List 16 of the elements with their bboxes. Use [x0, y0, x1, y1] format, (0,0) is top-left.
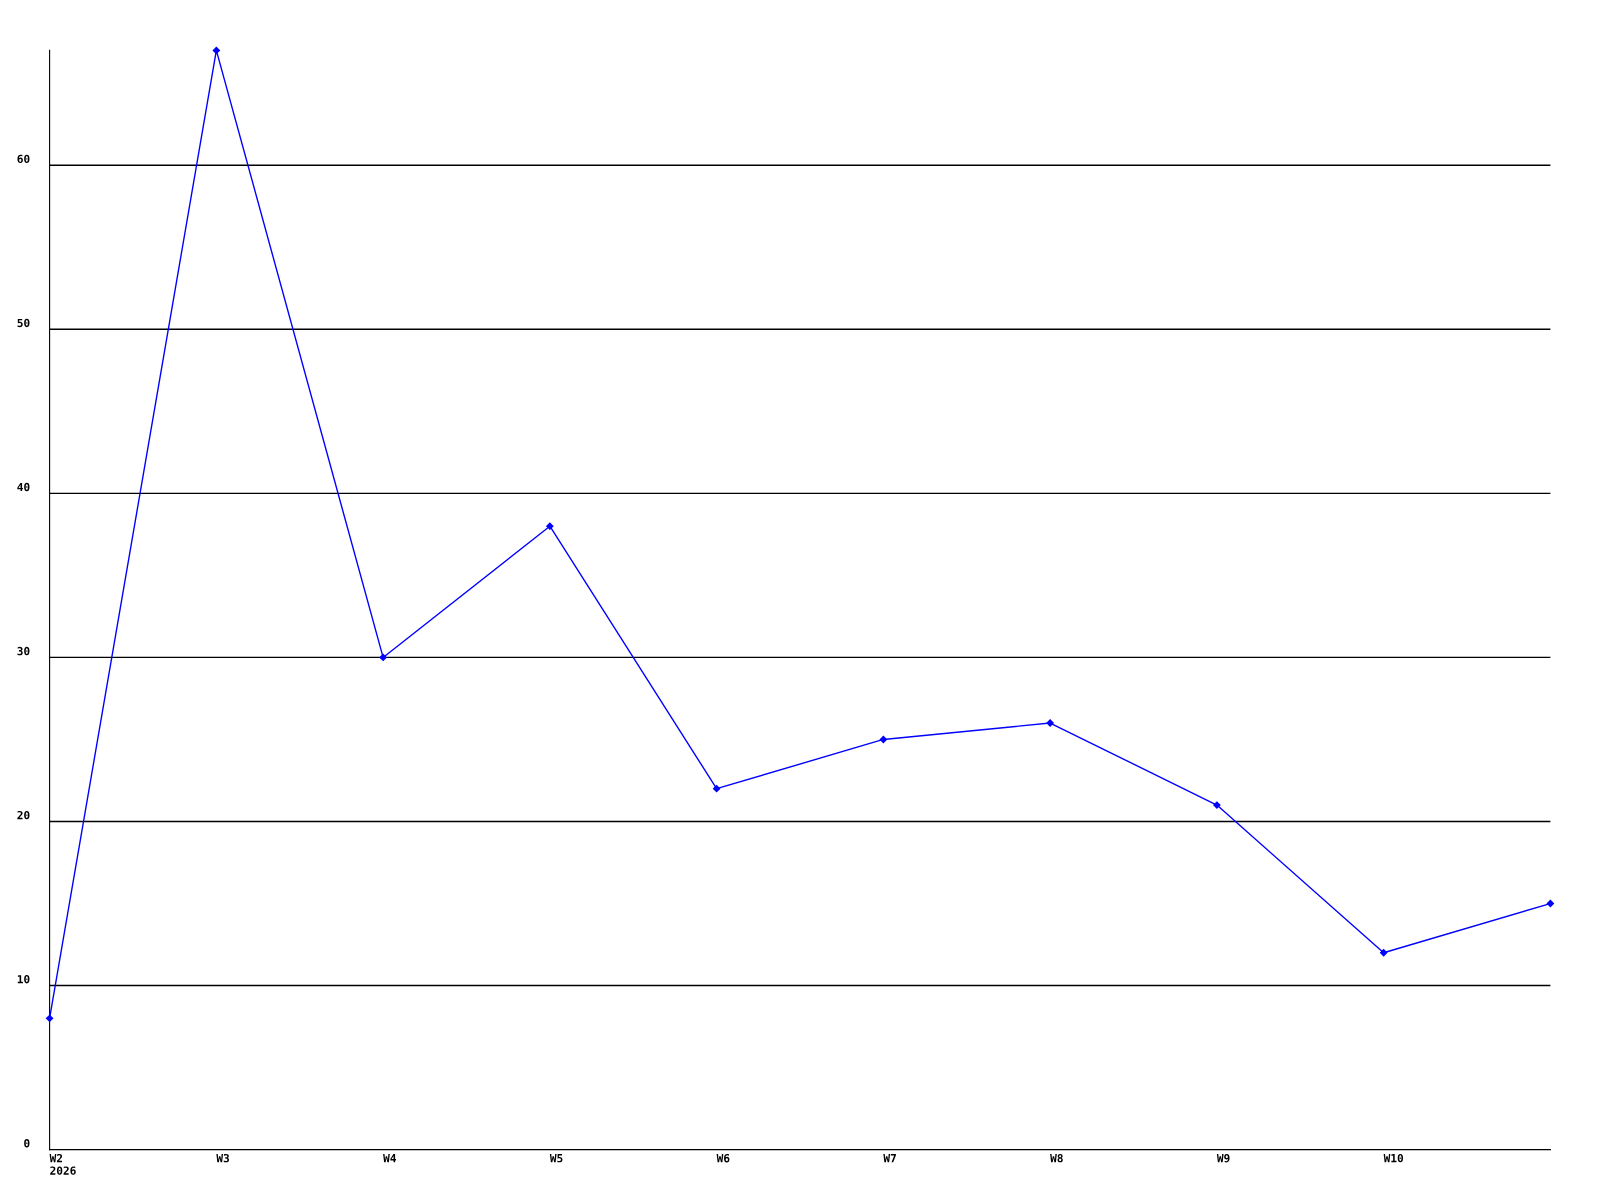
- y-tick-label: 0: [24, 1139, 30, 1148]
- x-tick-label: W3: [216, 1153, 230, 1163]
- x-tick-label: W7: [883, 1154, 896, 1163]
- y-tick-label: 20: [17, 810, 30, 820]
- y-tick-label: 60: [17, 154, 30, 164]
- x-tick-label: W2 2026: [49, 1153, 76, 1175]
- y-tick-label: 10: [17, 974, 30, 984]
- x-tick-label: W4: [383, 1154, 396, 1163]
- y-tick-label: 40: [17, 482, 30, 492]
- x-tick-label: W5: [549, 1154, 563, 1163]
- x-tick-label: W9: [1216, 1154, 1230, 1163]
- x-tick-label: W8: [1050, 1153, 1063, 1163]
- x-tick-label: W6: [716, 1153, 730, 1163]
- y-tick-label: 50: [17, 318, 30, 328]
- x-tick-label: W10: [1383, 1153, 1404, 1163]
- y-tick-label: 30: [17, 646, 30, 656]
